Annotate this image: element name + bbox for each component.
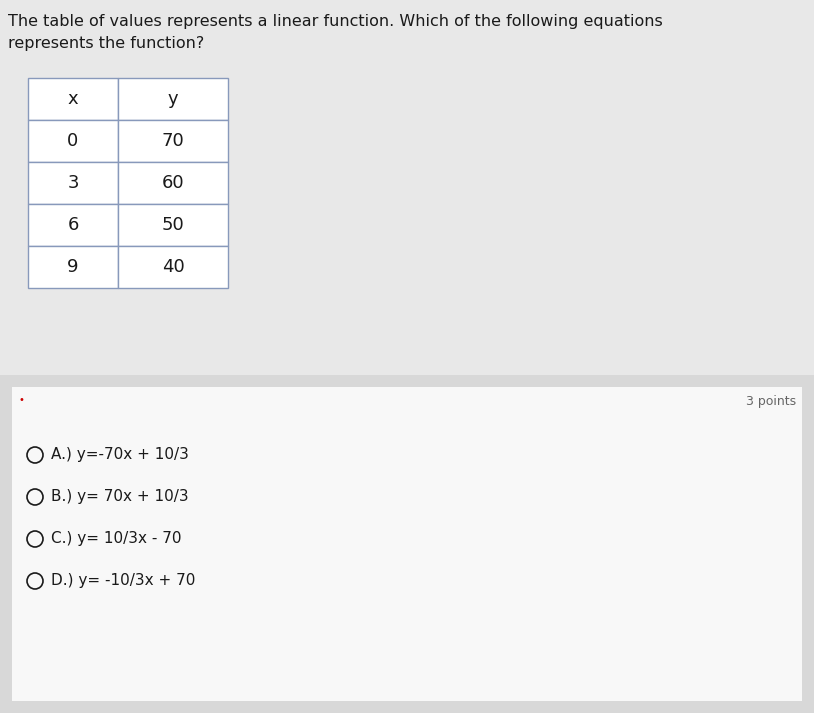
Bar — [28, 120, 118, 162]
Text: The table of values represents a linear function. Which of the following equatio: The table of values represents a linear … — [8, 14, 663, 29]
Bar — [0, 0, 814, 375]
Text: A.) y=-70x + 10/3: A.) y=-70x + 10/3 — [51, 448, 189, 463]
Text: 40: 40 — [162, 258, 185, 276]
Bar — [28, 162, 118, 204]
Bar — [118, 78, 228, 120]
Text: 9: 9 — [68, 258, 79, 276]
Text: y: y — [168, 90, 178, 108]
Bar — [28, 78, 118, 120]
Bar — [118, 120, 228, 162]
Text: 70: 70 — [162, 132, 185, 150]
Bar — [12, 387, 802, 701]
Text: x: x — [68, 90, 78, 108]
Bar — [118, 204, 228, 246]
Text: 0: 0 — [68, 132, 79, 150]
Text: represents the function?: represents the function? — [8, 36, 204, 51]
Text: 50: 50 — [162, 216, 185, 234]
Text: 3: 3 — [68, 174, 79, 192]
Text: C.) y= 10/3x - 70: C.) y= 10/3x - 70 — [51, 531, 182, 546]
Bar — [118, 246, 228, 288]
Text: D.) y= -10/3x + 70: D.) y= -10/3x + 70 — [51, 573, 195, 588]
Text: 60: 60 — [162, 174, 184, 192]
Bar — [28, 246, 118, 288]
Text: B.) y= 70x + 10/3: B.) y= 70x + 10/3 — [51, 490, 189, 505]
Bar — [118, 162, 228, 204]
Text: 6: 6 — [68, 216, 79, 234]
Bar — [0, 375, 814, 713]
Text: 3 points: 3 points — [746, 395, 796, 408]
Bar — [28, 204, 118, 246]
Text: •: • — [18, 395, 24, 405]
